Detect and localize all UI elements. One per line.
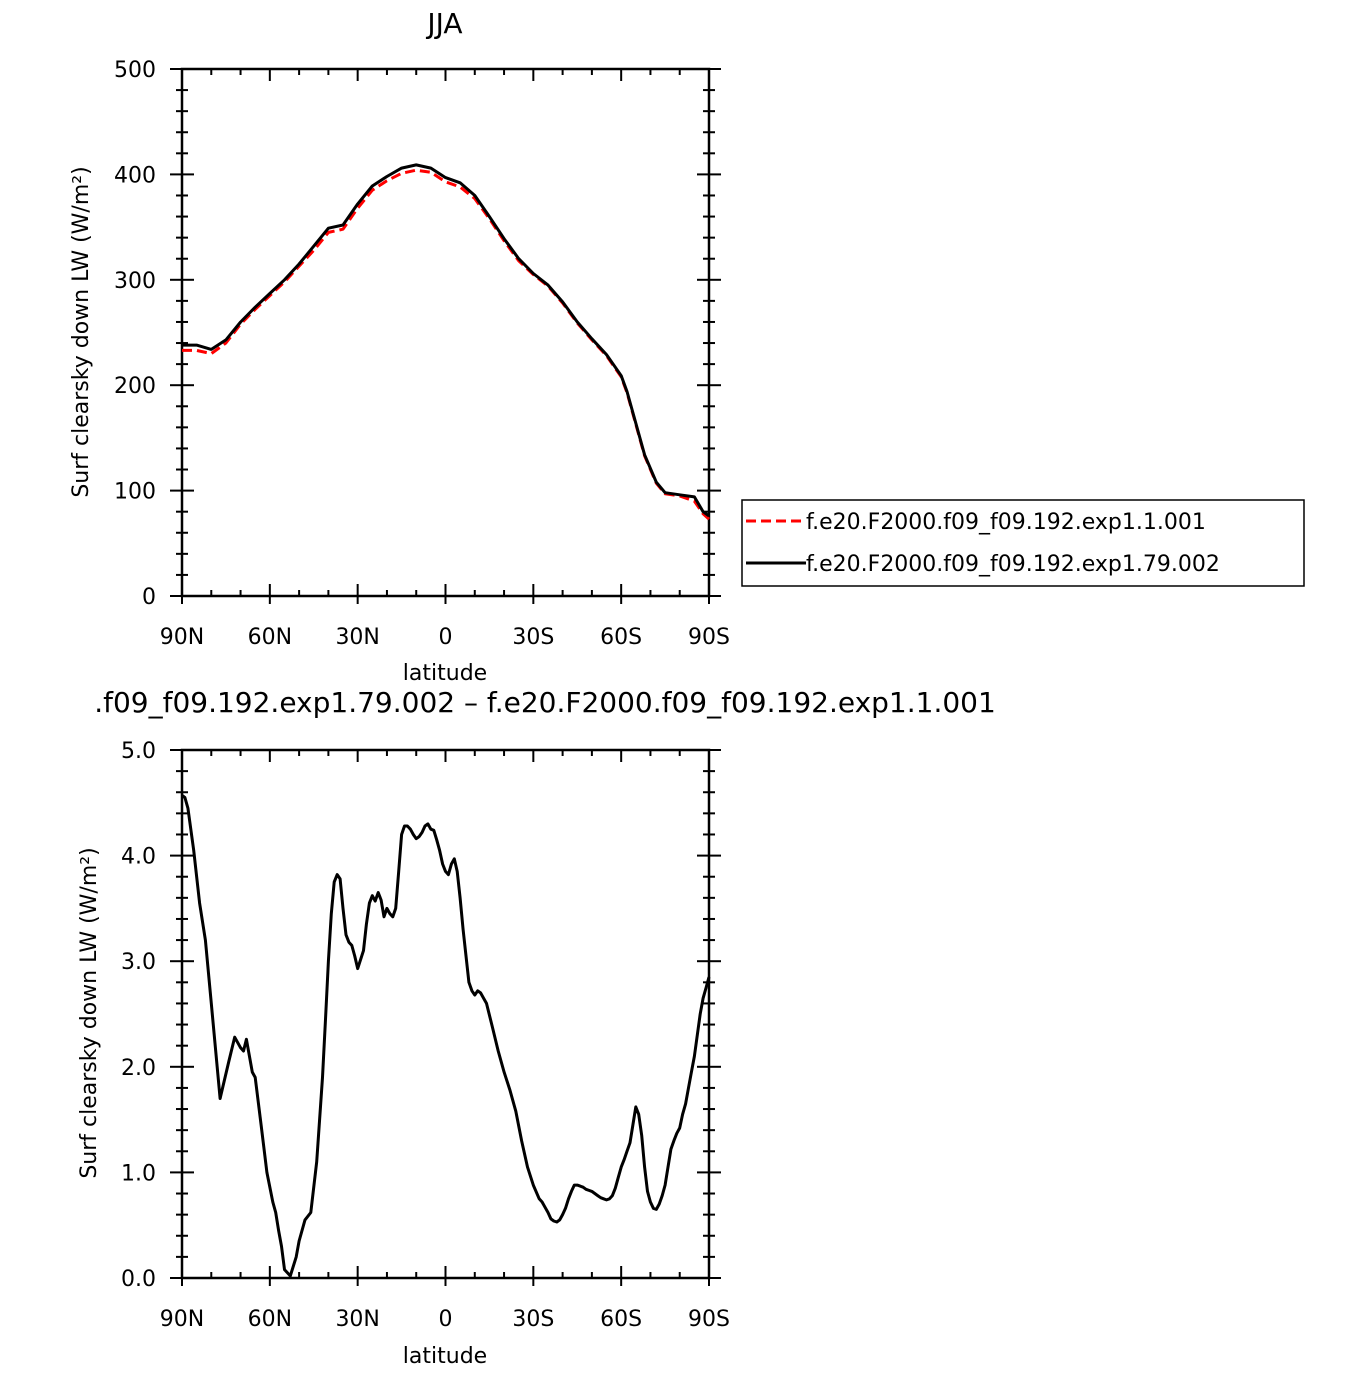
series-line-2 [182, 163, 710, 518]
x-tick-label: 60N [248, 1307, 292, 1332]
y-tick-label: 200 [114, 374, 156, 399]
series-line-1 [182, 168, 711, 521]
x-tick-label: 0 [439, 625, 453, 650]
x-tick-label: 30S [512, 1307, 554, 1332]
y-tick-label: 400 [114, 163, 156, 188]
legend-label-series-2: f.e20.F2000.f09_f09.192.exp1.79.002 [806, 552, 1220, 577]
bottom-x-axis-label: latitude [403, 1344, 487, 1369]
x-tick-label: 90N [160, 625, 204, 650]
top-chart-title: JJA [425, 7, 462, 40]
y-tick-label: 4.0 [121, 845, 156, 870]
series-line-1 [181, 794, 711, 1278]
top-x-axis-label: latitude [403, 661, 487, 686]
y-tick-label: 3.0 [121, 950, 156, 975]
plot-frame [180, 67, 711, 598]
y-tick-label: 300 [114, 269, 156, 294]
y-tick-label: 500 [114, 58, 156, 83]
x-tick-label: 30S [512, 625, 554, 650]
x-tick-label: 30N [335, 625, 379, 650]
x-tick-label: 90S [688, 1307, 730, 1332]
x-tick-label: 90S [688, 625, 730, 650]
top-plot-area: 90N 60N 30N 0 30S 60S 90S 0 100 200 300 400 500 [114, 58, 730, 650]
top-panel: JJA 90N 60N 30N 0 30S 60S 90S0100200300400500 … [69, 7, 730, 686]
legend: f.e20.F2000.f09_f09.192.exp1.1.001 f.e20… [741, 499, 1305, 587]
legend-box [741, 499, 1305, 587]
bottom-panel: .f09_f09.192.exp1.79.002 – f.e20.F2000.f… [77, 686, 996, 1369]
x-tick-label: 0 [439, 1307, 453, 1332]
y-tick-label: 100 [114, 480, 156, 505]
x-tick-label: 90N [160, 1307, 204, 1332]
bottom-chart-title: .f09_f09.192.exp1.79.002 – f.e20.F2000.f… [94, 686, 996, 719]
plot-frame [180, 748, 711, 1280]
bottom-plot-area: 90N 60N 30N 0 30S 60S 90S 0.0 1.0 2.0 3.0 4.0 5.0 [121, 739, 730, 1332]
legend-label-series-1: f.e20.F2000.f09_f09.192.exp1.1.001 [806, 510, 1206, 535]
y-tick-label: 0.0 [121, 1267, 156, 1292]
y-tick-label: 1.0 [121, 1161, 156, 1186]
x-tick-label: 60S [600, 1307, 642, 1332]
x-tick-label: 60S [600, 625, 642, 650]
x-tick-label: 30N [335, 1307, 379, 1332]
y-tick-label: 2.0 [121, 1056, 156, 1081]
y-tick-label: 0 [142, 585, 156, 610]
bottom-y-axis-label: Surf clearsky down LW (W/m²) [77, 847, 102, 1178]
y-tick-label: 5.0 [121, 739, 156, 764]
x-tick-label: 60N [248, 625, 292, 650]
top-y-axis-label: Surf clearsky down LW (W/m²) [69, 166, 94, 497]
